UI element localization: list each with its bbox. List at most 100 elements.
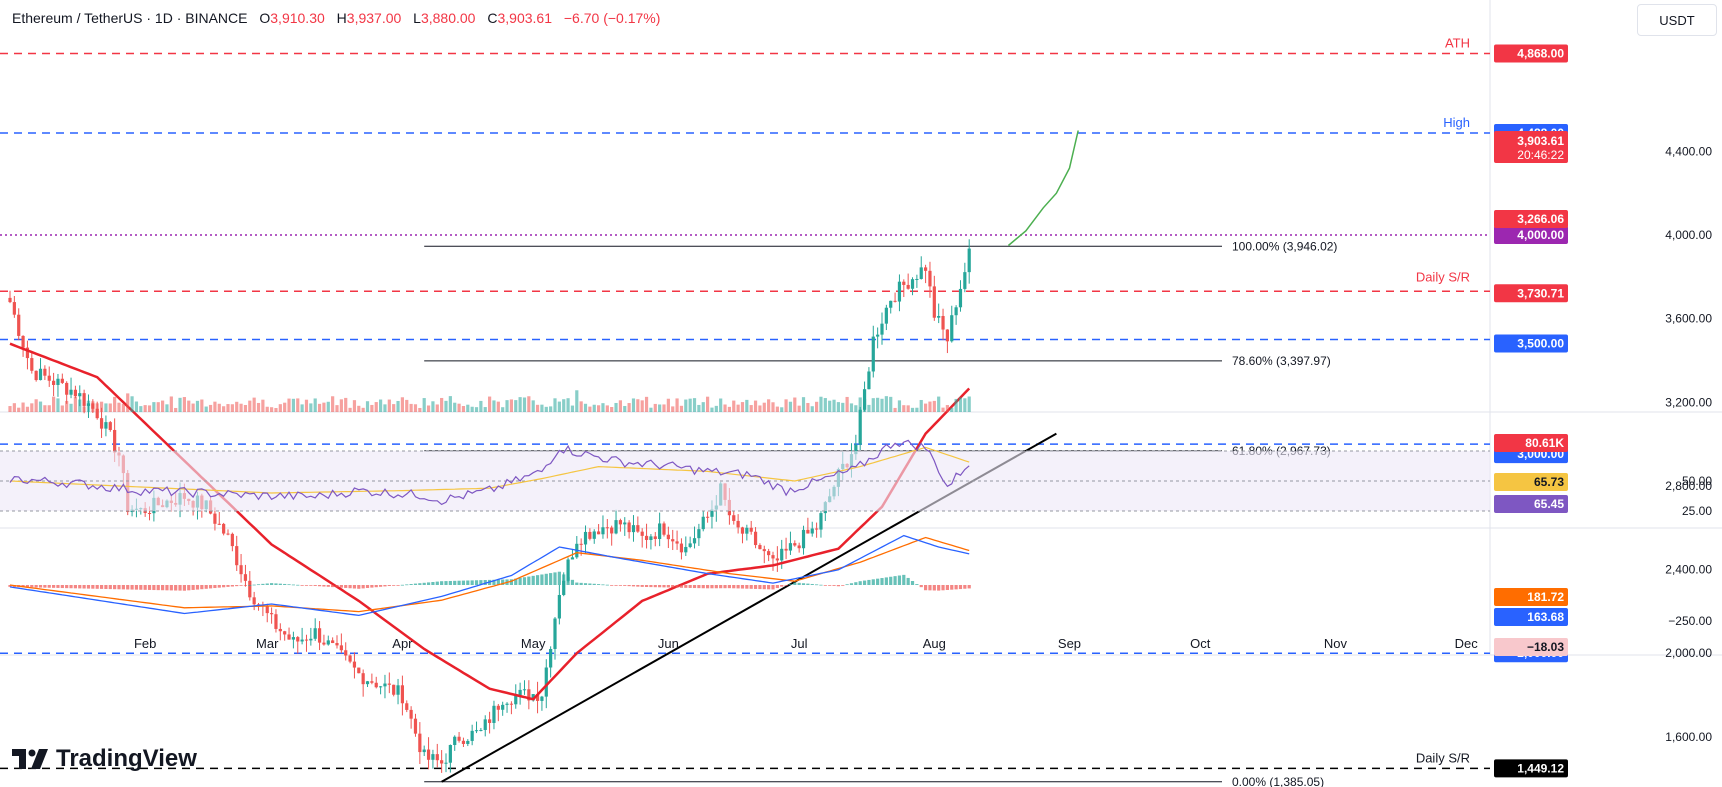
badge-ma-bg — [1494, 210, 1568, 228]
macd-histogram-bar — [139, 585, 143, 590]
volume-bar — [675, 398, 679, 412]
macd-histogram-bar — [30, 585, 34, 588]
macd-histogram-bar — [496, 579, 500, 585]
volume-bar — [418, 407, 422, 412]
candle-body — [60, 378, 64, 383]
volume-bar — [488, 396, 492, 412]
fib-label: 0.00% (1,385.05) — [1232, 775, 1324, 787]
candle-body — [897, 281, 902, 302]
macd-histogram-bar — [86, 585, 91, 589]
volume-bar — [326, 401, 330, 412]
volume-bar — [191, 403, 195, 412]
volume-bar — [113, 396, 117, 412]
macd-histogram-bar — [592, 583, 596, 585]
macd-histogram-bar — [95, 585, 99, 589]
macd-histogram-bar — [392, 585, 396, 586]
volume-bar — [932, 400, 936, 412]
macd-histogram-bar — [466, 580, 470, 585]
macd-histogram-bar — [230, 585, 234, 587]
badge-macd-bg — [1494, 608, 1568, 626]
candle-body — [819, 513, 823, 530]
candle-body — [932, 286, 936, 318]
volume-bar — [139, 406, 143, 412]
volume-bar — [152, 402, 156, 412]
candle-body — [915, 278, 919, 280]
volume-bar — [692, 398, 697, 412]
candle-body — [30, 358, 34, 371]
volume-bar — [457, 403, 461, 412]
volume-bar — [623, 405, 627, 412]
volume-bar — [819, 396, 823, 412]
candle-body — [666, 534, 670, 540]
macd-histogram-bar — [819, 584, 823, 586]
candle-body — [793, 543, 797, 546]
volume-bar — [697, 404, 701, 412]
brand-logo[interactable]: TradingView — [12, 745, 197, 773]
volume-bar — [915, 407, 919, 412]
candle-body — [278, 628, 282, 632]
volume-bar — [815, 401, 819, 412]
candle-body — [588, 531, 592, 539]
tradingview-logo-icon — [12, 749, 48, 769]
volume-bar — [928, 401, 932, 412]
macd-histogram-bar — [147, 585, 152, 590]
level-tag: ATH — [1445, 36, 1470, 51]
price-levels: ATH High Daily S/R Daily S/R — [0, 36, 1490, 770]
candle-body — [239, 565, 243, 575]
macd-histogram-bar — [256, 584, 261, 586]
volume-bar — [52, 396, 56, 412]
macd-histogram-bar — [671, 585, 675, 588]
candle-body — [910, 279, 915, 289]
macd-histogram-bar — [727, 585, 731, 589]
macd-histogram-bar — [265, 583, 269, 585]
volume-bar — [339, 399, 343, 412]
badge-ath: 4,868.00 — [1517, 47, 1564, 61]
macd-histogram-bar — [583, 583, 588, 585]
candle-body — [706, 516, 710, 518]
candle-body — [566, 559, 570, 581]
volume-bar — [740, 402, 745, 412]
volume-bar — [644, 396, 649, 412]
symbol-title[interactable]: Ethereum / TetherUS · 1D · BINANCE — [12, 10, 248, 26]
volume-bar — [566, 398, 570, 412]
macd-histogram-bar — [570, 579, 575, 585]
macd-histogram-bar — [448, 580, 452, 585]
volume-bar — [910, 407, 915, 412]
volume-bar — [12, 403, 16, 412]
candle-body — [252, 597, 256, 605]
macd-histogram-bar — [226, 585, 230, 587]
price-tick-label: 4,000.00 — [1665, 228, 1712, 242]
candle-body — [522, 689, 527, 691]
daily-sr-tag: Daily S/R — [1416, 269, 1470, 284]
macd-histogram-bar — [174, 585, 178, 591]
macd-histogram-bar — [745, 585, 749, 589]
candle-body — [854, 444, 858, 455]
candle-body — [313, 628, 317, 639]
macd-histogram-bar — [553, 572, 557, 585]
macd-pane — [8, 534, 971, 617]
candle-body — [104, 422, 108, 429]
badge-rsi: 65.45 — [1534, 497, 1564, 511]
volume-bar — [902, 405, 906, 412]
volume-bar — [592, 404, 596, 412]
macd-histogram-bar — [623, 585, 627, 586]
macd-histogram-bar — [444, 581, 448, 585]
macd-histogram-bar — [152, 585, 156, 591]
candle-body — [749, 527, 753, 532]
candle-body — [435, 754, 439, 761]
candle-body — [466, 740, 470, 744]
volume-bar — [618, 400, 622, 412]
macd-histogram-bar — [889, 576, 893, 585]
currency-unit-button[interactable]: USDT — [1637, 4, 1717, 36]
volume-bar — [291, 398, 295, 412]
candle-body — [409, 709, 413, 719]
volume-bar — [867, 404, 871, 412]
candle-body — [405, 703, 409, 710]
volume-bar — [727, 406, 731, 412]
volume-bar — [758, 405, 762, 412]
rsi-axis-label: 50.00 — [1682, 474, 1712, 488]
volume-bar — [549, 406, 553, 412]
macd-histogram-bar — [937, 585, 941, 591]
macd-histogram-bar — [544, 573, 548, 585]
volume-bar — [684, 399, 688, 412]
